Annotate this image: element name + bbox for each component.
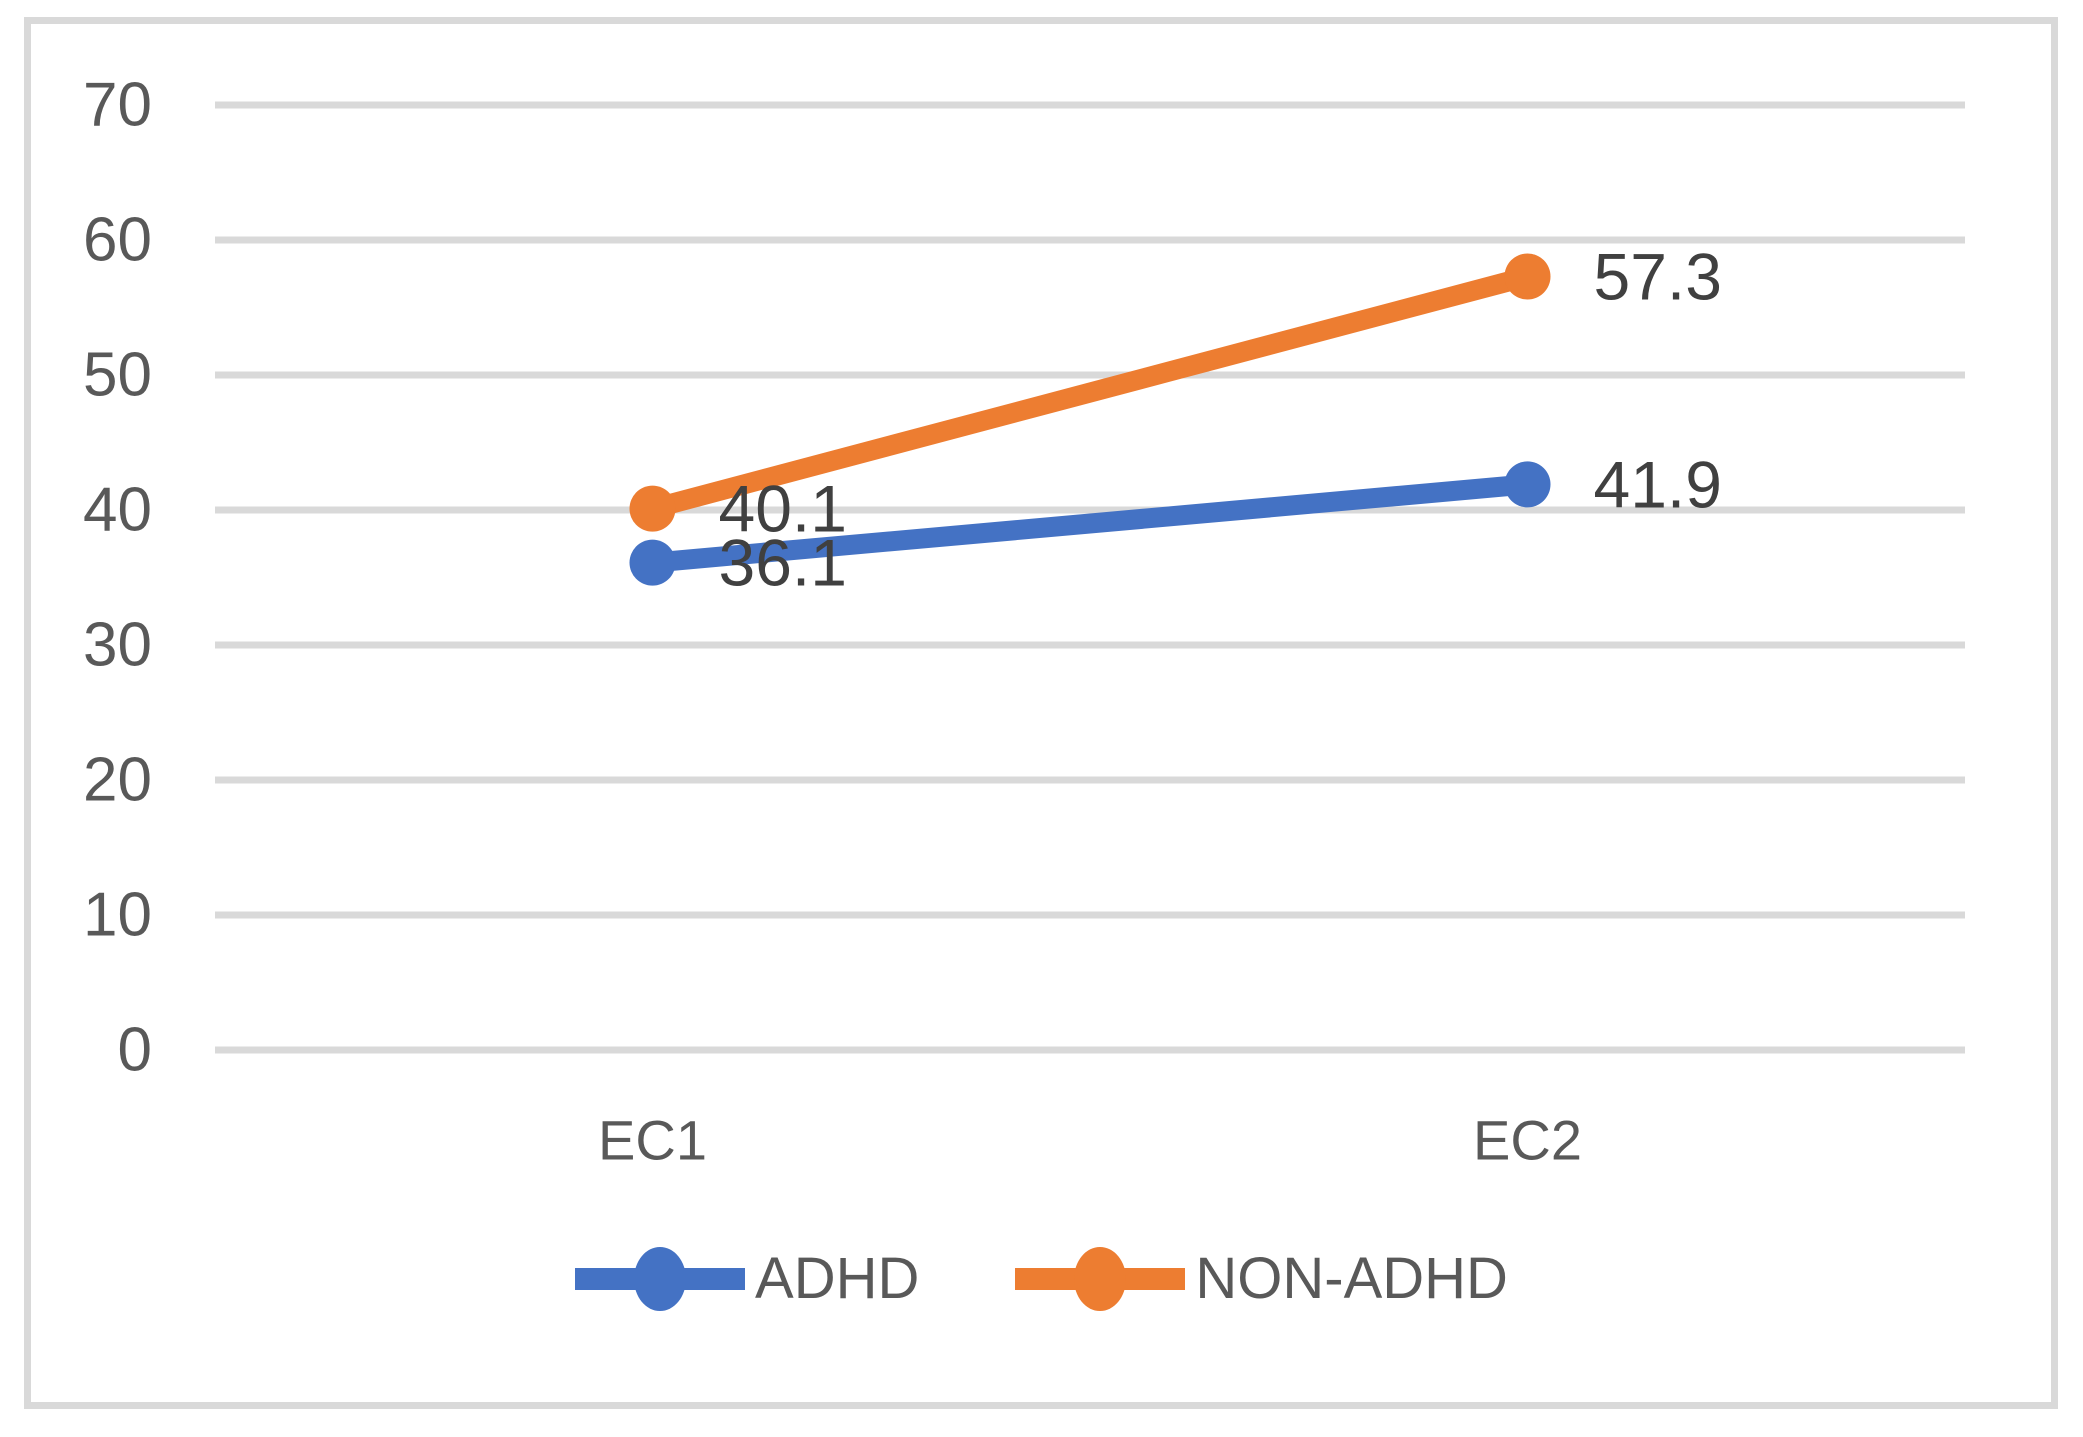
series-line-NON-ADHD: [649, 266, 1531, 519]
legend-label-NON-ADHD: NON-ADHD: [1195, 1246, 1508, 1311]
data-label-NON-ADHD-EC2: 57.3: [1594, 239, 1722, 313]
series-marker-NON-ADHD-EC2: [1504, 253, 1551, 300]
y-tick-label-50: 50: [83, 341, 152, 410]
chart-legend: ADHD NON-ADHD: [0, 1242, 2083, 1316]
y-tick-label-70: 70: [83, 71, 152, 140]
legend-item-ADHD: ADHD: [575, 1242, 919, 1316]
data-label-NON-ADHD-EC1: 40.1: [719, 472, 847, 546]
y-tick-label-0: 0: [118, 1016, 152, 1085]
x-category-label-EC2: EC2: [1473, 1109, 1582, 1172]
legend-label-ADHD: ADHD: [755, 1246, 920, 1311]
data-label-ADHD-EC1: 36.1: [719, 526, 847, 600]
y-tick-label-30: 30: [83, 611, 152, 680]
legend-line-marker-icon: [575, 1247, 746, 1311]
series-marker-NON-ADHD-EC1: [629, 485, 676, 532]
series-marker-ADHD-EC2: [1504, 461, 1551, 508]
legend-item-NON-ADHD: NON-ADHD: [1015, 1242, 1508, 1316]
y-tick-label-40: 40: [83, 476, 152, 545]
y-tick-label-60: 60: [83, 206, 152, 275]
y-tick-label-20: 20: [83, 746, 152, 815]
x-category-label-EC1: EC1: [598, 1109, 707, 1172]
series-marker-ADHD-EC1: [629, 539, 676, 586]
data-label-ADHD-EC2: 41.9: [1594, 447, 1722, 521]
chart-frame-border: [24, 17, 2058, 1409]
legend-line-marker-icon: [1015, 1247, 1186, 1311]
y-tick-label-10: 10: [83, 881, 152, 950]
series-line-ADHD: [651, 474, 1529, 573]
